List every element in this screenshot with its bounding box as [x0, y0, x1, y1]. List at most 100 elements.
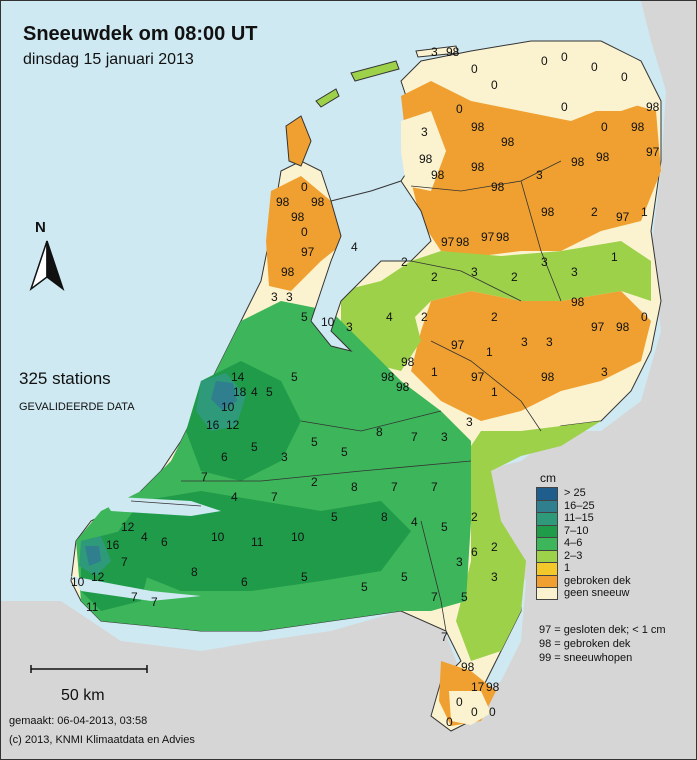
- svg-text:98: 98: [419, 152, 433, 166]
- legend-row: gebroken dek: [536, 574, 686, 587]
- svg-text:97: 97: [471, 370, 485, 384]
- svg-text:5: 5: [301, 310, 308, 324]
- svg-text:6: 6: [241, 575, 248, 589]
- map-title: Sneeuwdek om 08:00 UT: [23, 23, 258, 45]
- svg-text:0: 0: [621, 70, 628, 84]
- svg-text:7: 7: [151, 595, 158, 609]
- svg-text:3: 3: [431, 45, 438, 59]
- svg-text:3: 3: [521, 335, 528, 349]
- legend-swatch: [536, 487, 558, 500]
- svg-text:0: 0: [561, 100, 568, 114]
- svg-text:97: 97: [301, 245, 315, 259]
- svg-text:3: 3: [536, 168, 543, 182]
- made-line: gemaakt: 06-04-2013, 03:58: [9, 715, 148, 727]
- svg-text:2: 2: [491, 310, 498, 324]
- belgium-land: [1, 601, 471, 759]
- legend-label: 1: [564, 562, 571, 575]
- legend-row: 16–25: [536, 499, 686, 512]
- svg-text:98: 98: [311, 195, 325, 209]
- legend-row: 4–6: [536, 537, 686, 550]
- svg-text:7: 7: [121, 555, 128, 569]
- svg-text:97: 97: [441, 235, 455, 249]
- svg-text:98: 98: [541, 205, 555, 219]
- svg-text:3: 3: [271, 290, 278, 304]
- legend-swatch: [536, 524, 558, 537]
- svg-text:2: 2: [431, 270, 438, 284]
- svg-text:3: 3: [601, 365, 608, 379]
- svg-text:5: 5: [361, 580, 368, 594]
- svg-text:98: 98: [646, 100, 660, 114]
- svg-text:12: 12: [121, 520, 135, 534]
- svg-text:98: 98: [571, 295, 585, 309]
- svg-text:2: 2: [311, 475, 318, 489]
- svg-text:6: 6: [161, 535, 168, 549]
- copyright-line: (c) 2013, KNMI Klimaatdata en Advies: [9, 734, 195, 746]
- svg-text:98: 98: [571, 155, 585, 169]
- legend-label: geen sneeuw: [564, 587, 630, 600]
- ijsselmeer: [310, 180, 432, 352]
- svg-text:98: 98: [396, 380, 410, 394]
- svg-text:12: 12: [226, 418, 240, 432]
- svg-text:3: 3: [281, 450, 288, 464]
- zone-nosnow-groningen: [481, 51, 651, 111]
- svg-text:1: 1: [491, 385, 498, 399]
- svg-text:4: 4: [351, 240, 358, 254]
- zone-broken-east: [411, 291, 651, 421]
- svg-text:16: 16: [206, 418, 220, 432]
- svg-text:10: 10: [211, 530, 225, 544]
- svg-text:7: 7: [441, 630, 448, 644]
- svg-text:4: 4: [231, 490, 238, 504]
- legend-row: > 25: [536, 487, 686, 500]
- svg-text:97: 97: [616, 210, 630, 224]
- legend-unit: cm: [540, 471, 556, 485]
- legend-swatch: [536, 537, 558, 550]
- svg-text:7: 7: [391, 480, 398, 494]
- svg-text:98: 98: [276, 195, 290, 209]
- svg-text:98: 98: [461, 660, 475, 674]
- svg-text:1: 1: [431, 365, 438, 379]
- svg-text:98: 98: [401, 355, 415, 369]
- svg-text:0: 0: [561, 50, 568, 64]
- svg-text:10: 10: [321, 315, 335, 329]
- zeeland-estuary-2: [71, 576, 201, 601]
- zone-nosnow-limburg: [449, 691, 491, 725]
- svg-text:3: 3: [546, 335, 553, 349]
- code-line: 99 = sneeuwhopen: [539, 652, 633, 664]
- svg-text:5: 5: [251, 440, 258, 454]
- svg-text:0: 0: [446, 715, 453, 729]
- north-arrow-icon: [29, 240, 65, 292]
- svg-text:2: 2: [591, 205, 598, 219]
- legend-row: 7–10: [536, 524, 686, 537]
- svg-text:0: 0: [601, 120, 608, 134]
- legend-swatch: [536, 587, 558, 600]
- svg-text:3: 3: [441, 430, 448, 444]
- legend-row: 11–15: [536, 512, 686, 525]
- svg-text:18: 18: [233, 385, 247, 399]
- svg-text:98: 98: [381, 370, 395, 384]
- svg-text:2: 2: [511, 270, 518, 284]
- svg-text:14: 14: [231, 370, 245, 384]
- legend-label: 4–6: [564, 537, 583, 550]
- svg-text:8: 8: [381, 510, 388, 524]
- legend-label: 16–25: [564, 499, 595, 512]
- svg-text:2: 2: [401, 255, 408, 269]
- svg-text:98: 98: [501, 135, 515, 149]
- legend-label: gebroken dek: [564, 574, 631, 587]
- svg-text:98: 98: [486, 680, 500, 694]
- svg-text:0: 0: [301, 180, 308, 194]
- svg-text:3: 3: [571, 265, 578, 279]
- svg-text:12: 12: [91, 570, 105, 584]
- svg-text:10: 10: [221, 400, 235, 414]
- svg-text:0: 0: [471, 62, 478, 76]
- legend-label: > 25: [564, 487, 586, 500]
- legend-swatch: [536, 562, 558, 575]
- svg-text:98: 98: [281, 265, 295, 279]
- zone-2-3-south: [456, 421, 601, 661]
- stations-count: 325 stations: [19, 369, 111, 388]
- zone-broken-north: [401, 81, 661, 256]
- svg-text:98: 98: [541, 370, 555, 384]
- svg-text:0: 0: [541, 54, 548, 68]
- svg-text:1: 1: [486, 345, 493, 359]
